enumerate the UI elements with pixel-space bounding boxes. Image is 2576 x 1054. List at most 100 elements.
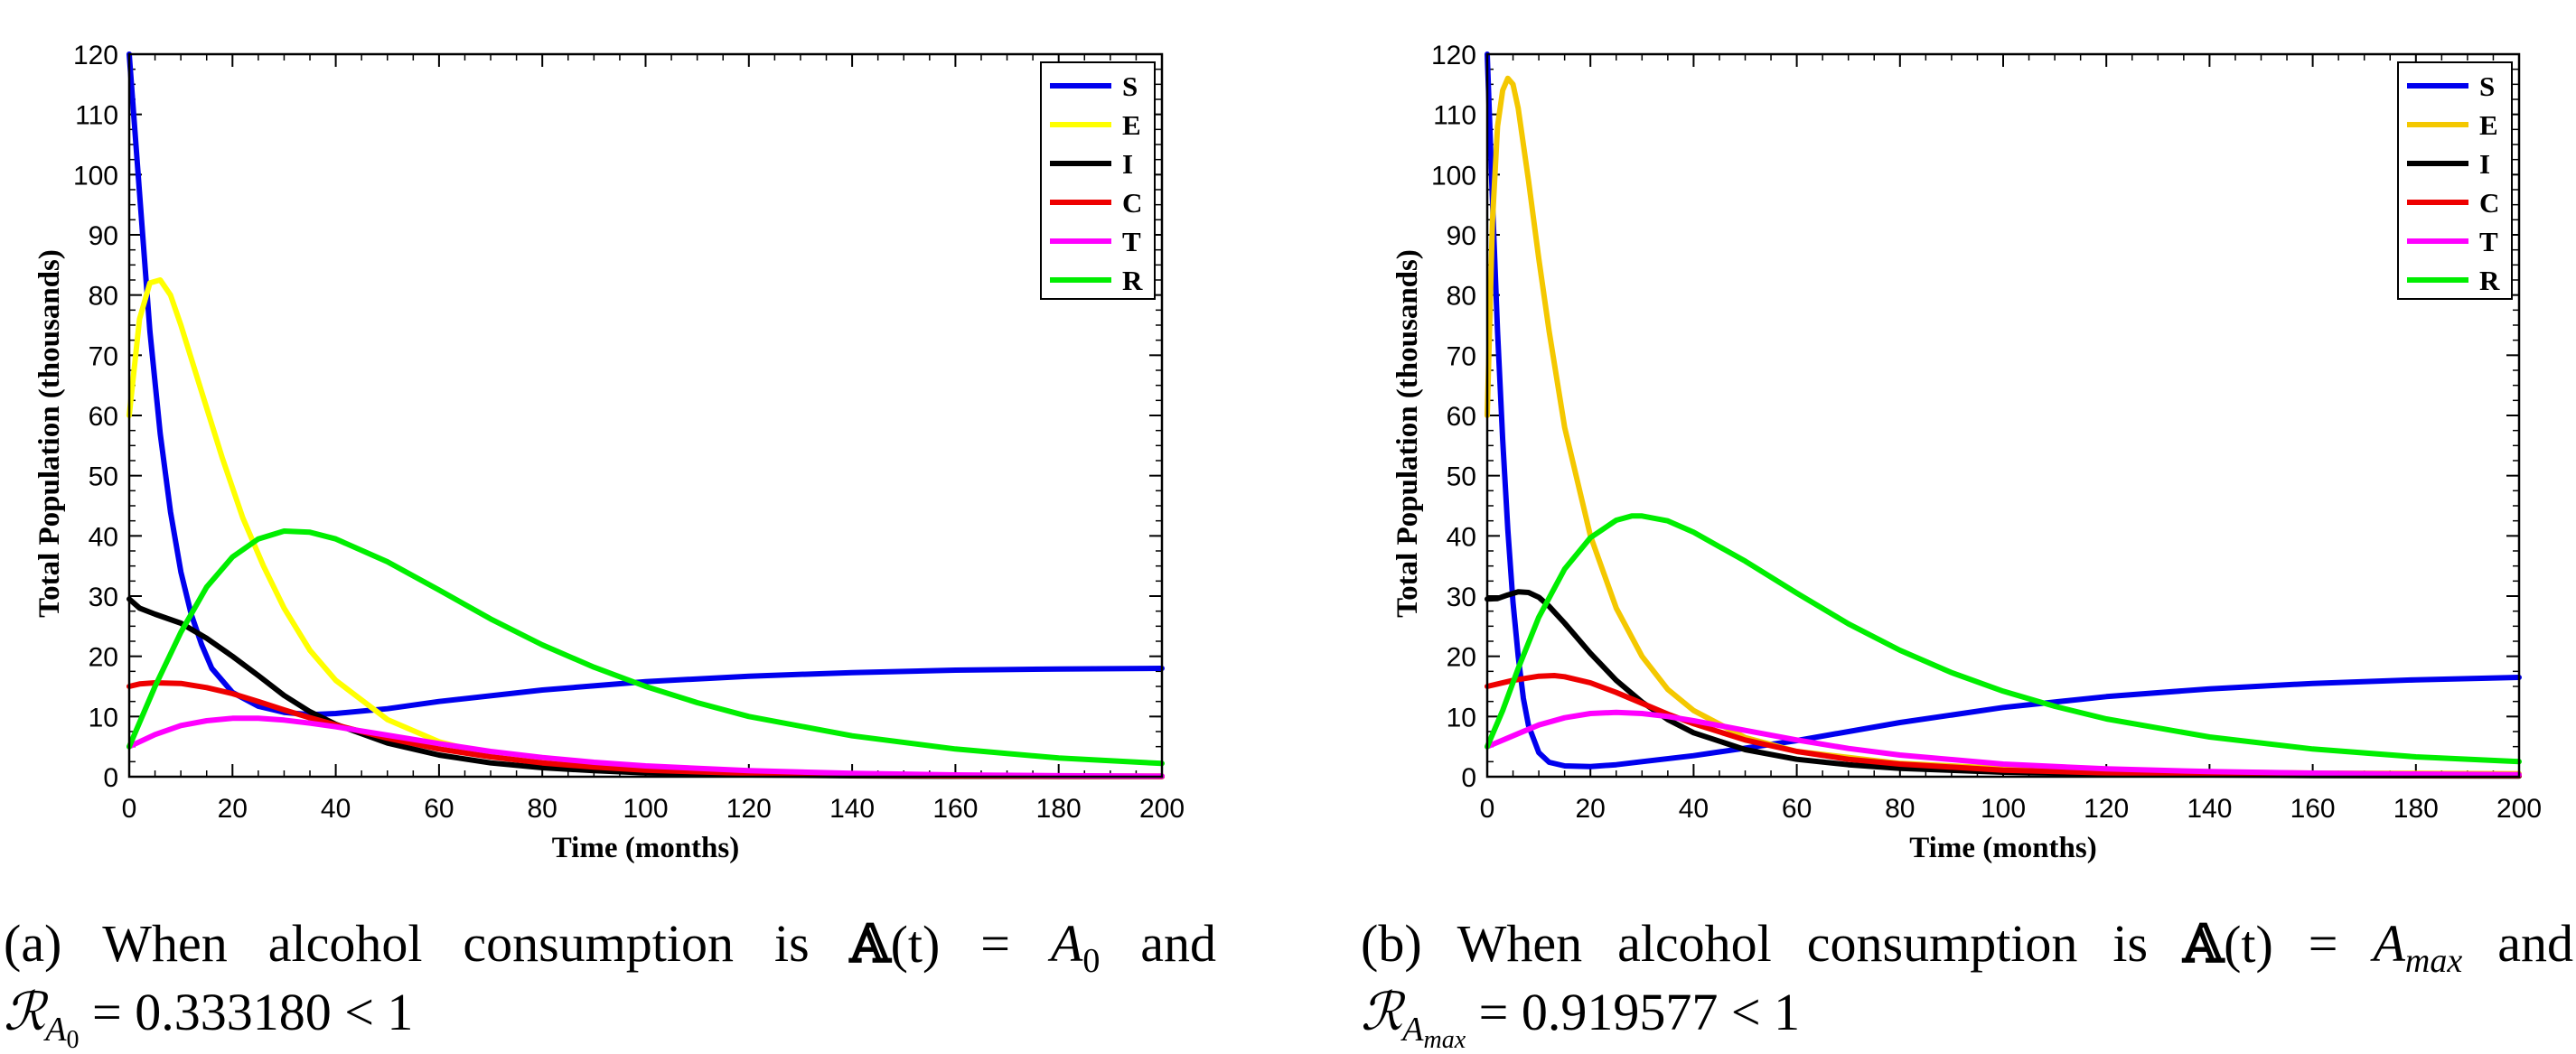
chart-a-xtick-label: 20 (218, 794, 248, 824)
chart-b-legend-label-i: I (2479, 148, 2490, 180)
chart-b-series-c (1485, 673, 2522, 779)
chart-b-legend-label-s: S (2479, 70, 2495, 102)
caption-a-equals: = (980, 914, 1010, 973)
chart-a-legend-label-t: T (1122, 226, 1141, 257)
chart-a-series-t (126, 715, 1165, 779)
caption-a: (a) When alcohol consumption is 𝔸(t) = A… (4, 910, 1216, 1054)
caption-b-text-is: is (2112, 914, 2149, 973)
caption-a-r-value: = 0.333180 < 1 (92, 983, 414, 1041)
chart-a-legend-label-c: C (1122, 187, 1142, 219)
chart-b-xtick-label: 40 (1679, 794, 1709, 824)
chart-b-ytick-label: 40 (1447, 522, 1476, 552)
chart-b: 0 20 40 60 80 100 120 140 160 180 200 0 10 20 30 40 50 60… (1391, 41, 2542, 864)
caption-b-r-value: = 0.919577 < 1 (1478, 983, 1801, 1041)
caption-a-text-consumption: consumption (463, 914, 735, 973)
caption-a-value: A0 (1050, 914, 1101, 980)
chart-a-legend-label-s: S (1122, 70, 1138, 102)
chart-a-ytick-label: 60 (89, 402, 118, 432)
caption-a-and: and (1140, 914, 1216, 973)
chart-a-xtick-label: 200 (1139, 794, 1185, 824)
chart-b-ytick-label: 30 (1447, 583, 1476, 612)
chart-a-xtick-label: 140 (829, 794, 875, 824)
caption-b-a-symbol: 𝔸(t) (2183, 913, 2273, 975)
chart-a-legend-box (1040, 61, 1156, 300)
chart-a-ytick-label: 90 (89, 221, 118, 251)
caption-b-value: Amax (2373, 914, 2463, 980)
chart-b-ytick-label: 90 (1447, 221, 1476, 251)
chart-b-legend-label-t: T (2479, 226, 2498, 257)
chart-a-xtick-label: 60 (424, 794, 454, 824)
chart-a-xlabel: Time (months) (552, 832, 739, 864)
chart-b-xtick-label: 20 (1576, 794, 1606, 824)
chart-b-legend-label-r: R (2479, 265, 2500, 296)
chart-b-series-s (1485, 51, 2522, 770)
caption-a-label: (a) (4, 914, 62, 973)
caption-a-text-is: is (773, 914, 810, 973)
chart-a-ylabel: Total Population (thousands) (33, 249, 66, 618)
chart-b-ytick-label: 60 (1447, 402, 1476, 432)
chart-a-ytick-label: 0 (103, 763, 118, 793)
chart-b-series-e (1485, 75, 2522, 777)
chart-b-ytick-label: 70 (1447, 341, 1476, 371)
chart-a-xtick-label: 160 (932, 794, 978, 824)
caption-b-equals: = (2308, 914, 2338, 973)
caption-b-label: (b) (1361, 914, 1422, 973)
caption-a-a-symbol: 𝔸(t) (849, 913, 941, 975)
chart-b-legend-label-e: E (2479, 109, 2498, 141)
chart-a-series-s (126, 51, 1165, 718)
chart-b-ytick-label: 20 (1447, 643, 1476, 673)
chart-b-ytick-label: 110 (1433, 101, 1476, 131)
chart-a-legend-label-e: E (1122, 109, 1141, 141)
chart-a-xtick-label: 100 (623, 794, 668, 824)
chart-a-ytick-label: 10 (89, 703, 118, 732)
chart-b-ytick-label: 50 (1447, 462, 1476, 492)
chart-a-axes-frame (127, 52, 1164, 779)
chart-b-ytick-label: 80 (1447, 282, 1476, 312)
chart-a-xtick-label: 0 (122, 794, 137, 824)
caption-b-text-consumption: consumption (1806, 914, 2078, 973)
chart-a-series-e (126, 277, 1165, 779)
caption-b-line2: ℛAmax = 0.919577 < 1 (1361, 981, 1801, 1054)
chart-b-ylabel: Total Population (thousands) (1391, 249, 1424, 618)
chart-a-ytick-label: 100 (73, 161, 118, 191)
chart-b-series-r (1485, 513, 2522, 765)
chart-a-xtick-label: 80 (528, 794, 557, 824)
chart-a-ytick-label: 80 (89, 282, 118, 312)
chart-b-legend-box (2397, 61, 2513, 300)
caption-a-line2: ℛA0 = 0.333180 < 1 (4, 981, 414, 1054)
chart-a-legend-label-i: I (1122, 148, 1133, 180)
chart-a-legend-label-r: R (1122, 265, 1143, 296)
chart-b-ytick-label: 100 (1431, 161, 1476, 191)
chart-b-minor-ticks (1486, 53, 2520, 778)
chart-b-xtick-label: 180 (2393, 794, 2439, 824)
chart-a: 0 20 40 60 80 100 120 140 160 180 200 0 10 20 30 40 50 60… (33, 41, 1185, 864)
caption-b-text-alcohol: alcohol (1617, 914, 1772, 973)
chart-b-xtick-label: 0 (1480, 794, 1495, 824)
chart-b-xtick-label: 100 (1981, 794, 2026, 824)
chart-b-axes-frame (1485, 52, 2521, 779)
chart-b-xlabel: Time (months) (1909, 832, 2096, 864)
chart-a-ytick-label: 20 (89, 643, 118, 673)
chart-b-ytick-label: 10 (1447, 703, 1476, 732)
chart-b-xtick-label: 200 (2496, 794, 2542, 824)
chart-b-legend-label-c: C (2479, 187, 2499, 219)
chart-a-ytick-label: 70 (89, 341, 118, 371)
caption-b-and: and (2497, 914, 2573, 973)
chart-a-xtick-label: 180 (1036, 794, 1082, 824)
chart-b-xtick-label: 80 (1885, 794, 1915, 824)
chart-a-ytick-label: 120 (73, 41, 118, 70)
chart-b-ytick-label: 0 (1461, 763, 1476, 793)
chart-b-xtick-label: 140 (2187, 794, 2232, 824)
chart-b-xtick-label: 160 (2290, 794, 2336, 824)
chart-a-ytick-label: 50 (89, 462, 118, 492)
caption-a-text-alcohol: alcohol (267, 914, 423, 973)
chart-a-ytick-label: 40 (89, 522, 118, 552)
chart-b-ytick-label: 120 (1431, 41, 1476, 70)
chart-b-xtick-label: 60 (1782, 794, 1812, 824)
caption-a-text-when: When (102, 914, 228, 973)
caption-b-text-when: When (1457, 914, 1583, 973)
chart-a-series-r (126, 528, 1165, 767)
